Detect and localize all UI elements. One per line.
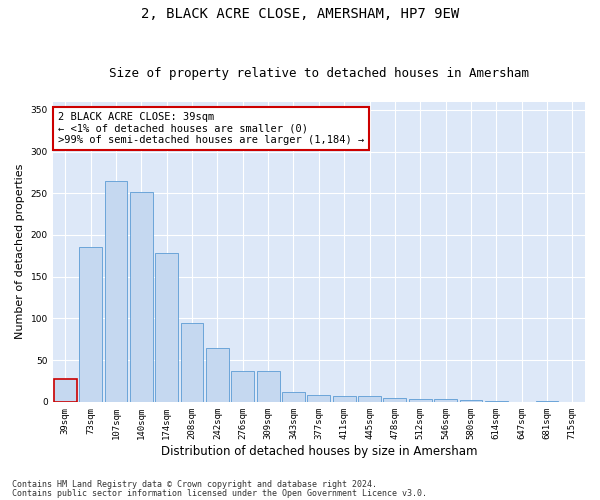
Bar — [181, 322, 203, 402]
Bar — [307, 395, 330, 402]
Bar — [232, 371, 254, 402]
Bar — [460, 400, 482, 402]
Bar — [485, 401, 508, 402]
Bar — [206, 348, 229, 402]
Bar — [257, 371, 280, 402]
Bar — [104, 181, 127, 402]
Bar — [333, 396, 356, 402]
Bar — [358, 396, 381, 402]
Title: Size of property relative to detached houses in Amersham: Size of property relative to detached ho… — [109, 66, 529, 80]
Bar — [536, 401, 559, 402]
Text: Contains HM Land Registry data © Crown copyright and database right 2024.: Contains HM Land Registry data © Crown c… — [12, 480, 377, 489]
Bar — [409, 400, 431, 402]
Bar — [54, 380, 77, 402]
Text: 2 BLACK ACRE CLOSE: 39sqm
← <1% of detached houses are smaller (0)
>99% of semi-: 2 BLACK ACRE CLOSE: 39sqm ← <1% of detac… — [58, 112, 364, 145]
Y-axis label: Number of detached properties: Number of detached properties — [15, 164, 25, 340]
Bar — [383, 398, 406, 402]
Text: Contains public sector information licensed under the Open Government Licence v3: Contains public sector information licen… — [12, 488, 427, 498]
X-axis label: Distribution of detached houses by size in Amersham: Distribution of detached houses by size … — [161, 444, 477, 458]
Bar — [434, 400, 457, 402]
Bar — [155, 254, 178, 402]
Bar — [130, 192, 153, 402]
Bar — [282, 392, 305, 402]
Text: 2, BLACK ACRE CLOSE, AMERSHAM, HP7 9EW: 2, BLACK ACRE CLOSE, AMERSHAM, HP7 9EW — [141, 8, 459, 22]
Bar — [79, 248, 102, 402]
